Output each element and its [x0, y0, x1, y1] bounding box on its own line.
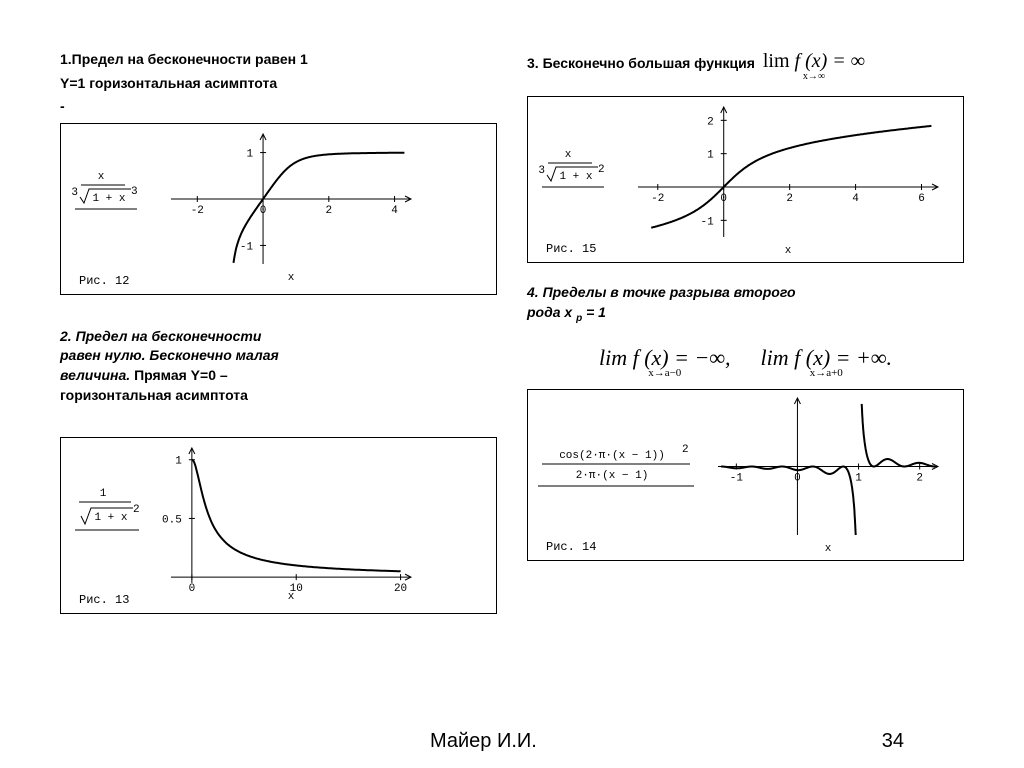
sec3-text: 3. Бесконечно большая функция — [527, 50, 755, 74]
chart-14: -1 0 1 2 x cos(2·π·(x − 1)) 2 2·π·(x − 1) Рис. 1… — [527, 389, 964, 561]
svg-text:0: 0 — [720, 193, 727, 205]
svg-text:1: 1 — [175, 456, 182, 468]
svg-text:-2: -2 — [651, 193, 664, 205]
svg-text:3: 3 — [131, 186, 138, 198]
svg-text:1: 1 — [855, 473, 862, 485]
svg-text:20: 20 — [394, 583, 407, 595]
svg-text:Рис. 15: Рис. 15 — [546, 242, 596, 256]
footer-page: 34 — [882, 730, 904, 753]
sec2-line4: горизонтальная асимптота — [60, 386, 497, 406]
svg-text:Рис. 14: Рис. 14 — [546, 540, 596, 554]
svg-text:cos(2·π·(x − 1)): cos(2·π·(x − 1)) — [559, 450, 665, 462]
svg-text:0: 0 — [189, 583, 196, 595]
svg-text:4: 4 — [391, 205, 398, 217]
sec2-line3b: Прямая Y=0 – — [134, 367, 228, 383]
svg-text:1 + x: 1 + x — [92, 193, 125, 205]
svg-text:2: 2 — [326, 205, 333, 217]
limit-3-expr: lim f (x) = ∞ x→∞ — [763, 50, 865, 82]
svg-text:-1: -1 — [730, 473, 744, 485]
svg-text:-1: -1 — [701, 216, 715, 228]
svg-text:0: 0 — [794, 473, 801, 485]
sec2-line3: величина. — [60, 367, 134, 383]
svg-text:3: 3 — [71, 187, 78, 199]
sec4-line1: 4. Пределы в точке разрыва второго — [527, 283, 964, 303]
svg-text:2·π·(x − 1): 2·π·(x − 1) — [576, 470, 649, 482]
svg-text:x: x — [825, 543, 832, 555]
svg-text:1: 1 — [100, 488, 107, 500]
sec4-line2: рода x р = 1 — [527, 303, 964, 326]
svg-text:2: 2 — [598, 164, 605, 176]
right-column: 3. Бесконечно большая функция lim f (x) … — [527, 50, 964, 628]
svg-text:1: 1 — [707, 150, 714, 162]
svg-text:-1: -1 — [240, 241, 254, 253]
svg-text:x: x — [288, 272, 295, 284]
svg-text:Рис. 12: Рис. 12 — [79, 274, 129, 288]
svg-text:0: 0 — [260, 205, 267, 217]
sec2-line1: 2. Предел на бесконечности — [60, 327, 497, 347]
svg-text:1: 1 — [246, 148, 253, 160]
svg-text:2: 2 — [707, 116, 714, 128]
svg-text:x: x — [785, 245, 792, 257]
svg-text:2: 2 — [916, 473, 923, 485]
svg-text:-2: -2 — [191, 205, 204, 217]
sec2-line2: равен нулю. Бесконечно малая — [60, 346, 497, 366]
sec1-line1: 1.Предел на бесконечности равен 1 — [60, 50, 497, 70]
left-column: 1.Предел на бесконечности равен 1 Y=1 го… — [60, 50, 497, 628]
svg-text:Рис. 13: Рис. 13 — [79, 593, 129, 607]
chart-12: -2 0 2 4 -1 1 x x 3 1 + x 3 Рис. 12 — [60, 123, 497, 295]
svg-text:2: 2 — [786, 193, 793, 205]
svg-text:x: x — [565, 149, 572, 161]
svg-text:6: 6 — [918, 193, 925, 205]
footer-author: Майер И.И. — [430, 730, 537, 753]
svg-text:4: 4 — [852, 193, 859, 205]
sec1-dash: - — [60, 97, 497, 117]
svg-text:2: 2 — [682, 444, 689, 456]
chart-13: 010200.51x11 + x2Рис. 13 — [60, 437, 497, 614]
svg-text:x: x — [98, 171, 105, 183]
svg-text:2: 2 — [133, 504, 140, 516]
svg-text:3: 3 — [538, 165, 545, 177]
svg-text:x: x — [288, 591, 295, 603]
svg-text:0.5: 0.5 — [162, 515, 182, 527]
svg-text:1 + x: 1 + x — [559, 171, 592, 183]
svg-text:1 + x: 1 + x — [94, 512, 127, 524]
limit-pair: lim f (x) = −∞, x→a−0 lim f (x) = +∞. x→… — [527, 345, 964, 379]
sec1-line2: Y=1 горизонтальная асимптота — [60, 74, 497, 94]
chart-15: -2 0 2 4 6 -1 1 2 x x 3 1 + x 2 Рис. 15 — [527, 96, 964, 263]
